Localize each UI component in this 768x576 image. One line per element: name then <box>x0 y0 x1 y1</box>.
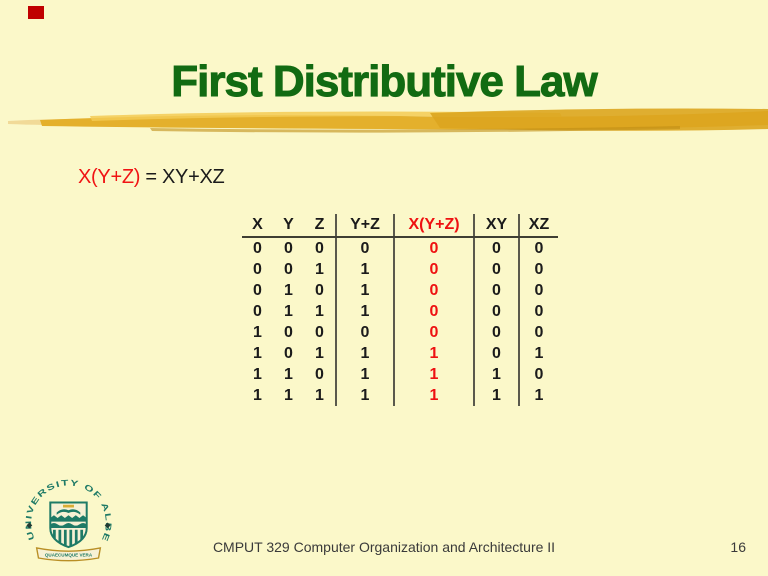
table-cell: 1 <box>335 301 394 322</box>
table-cell: 1 <box>335 343 394 364</box>
table-cell: 0 <box>315 240 324 257</box>
table-cell: 0 <box>473 237 519 259</box>
column-header: XY <box>473 214 519 238</box>
page-title: First Distributive Law <box>171 57 598 107</box>
table-cell: 0 <box>393 322 474 343</box>
formula-rhs: = XY+XZ <box>140 166 225 188</box>
table-cell: 0 <box>253 303 262 320</box>
table-cell: 0 <box>518 259 558 280</box>
table-cell: 1 <box>473 364 519 385</box>
footer-course-title: CMPUT 329 Computer Organization and Arch… <box>212 539 556 555</box>
formula-lhs: X(Y+Z) <box>78 166 141 188</box>
table-cell: 0 <box>518 364 558 385</box>
table-cell: 1 <box>253 345 262 362</box>
table-cell: 0 <box>315 324 324 341</box>
table-cell: 1 <box>393 385 474 406</box>
logo-wave-band <box>50 522 87 528</box>
table-header-row: X Y Z Y+Z X(Y+Z) XY XZ <box>242 214 558 238</box>
table-cell: 1 <box>335 280 394 301</box>
table-cell: 0 <box>473 259 519 280</box>
logo-diamond-left <box>26 522 33 529</box>
table-cell: 0 <box>473 343 519 364</box>
table-cell: 0 <box>335 322 394 343</box>
table-cell: 0 <box>284 261 293 278</box>
table-cell: 0 <box>518 301 558 322</box>
table-cell: 1 <box>335 259 394 280</box>
table-cell: 0 <box>518 322 558 343</box>
table-cell: 0 <box>393 280 474 301</box>
table-cell: 1 <box>315 345 324 362</box>
column-header: X <box>242 214 273 238</box>
table-cell: 0 <box>473 322 519 343</box>
table-cell: 0 <box>253 282 262 299</box>
law-formula: X(Y+Z) = XY+XZ <box>78 166 225 189</box>
table-cell: 1 <box>393 343 474 364</box>
table-cell: 1 <box>335 385 394 406</box>
table-cell: 1 <box>518 385 558 406</box>
logo-diamond-right <box>104 522 111 529</box>
table-cell: 0 <box>393 259 474 280</box>
table-cell: 0 <box>518 280 558 301</box>
brush-stroke-underline <box>8 108 768 133</box>
table-cell: 0 <box>253 240 262 257</box>
table-cell: 1 <box>284 366 293 383</box>
table-cell: 0 <box>518 237 558 259</box>
table-cell: 0 <box>393 237 474 259</box>
table-cell: 0 <box>315 282 324 299</box>
column-header: XZ <box>518 214 558 238</box>
column-header: Y <box>273 214 304 238</box>
table-cell: 1 <box>393 364 474 385</box>
column-header: X(Y+Z) <box>393 214 474 238</box>
table-cell: 1 <box>284 303 293 320</box>
table-cell: 0 <box>315 366 324 383</box>
logo-open-book-icon <box>56 509 81 515</box>
column-header: Z <box>304 214 336 238</box>
table-cell: 1 <box>315 387 324 404</box>
logo-motto-banner <box>35 547 102 562</box>
table-cell: 0 <box>284 324 293 341</box>
table-cell: 0 <box>473 280 519 301</box>
logo-book-spine <box>63 504 74 508</box>
table-cell: 0 <box>253 261 262 278</box>
table-cell: 0 <box>284 345 293 362</box>
logo-wheat-stripes <box>53 529 84 548</box>
table-cell: 0 <box>473 301 519 322</box>
university-logo: UNIVERSITY OF ALBERTA QUAECUMQUE VERA <box>23 477 112 562</box>
table-cell: 1 <box>253 324 262 341</box>
table-cell: 1 <box>315 261 324 278</box>
slide-bullet-square <box>28 6 44 19</box>
table-cell: 1 <box>518 343 558 364</box>
table-cell: 1 <box>253 366 262 383</box>
table-cell: 1 <box>315 303 324 320</box>
logo-mountain-band <box>50 515 87 522</box>
table-cell: 1 <box>335 364 394 385</box>
table-cell: 1 <box>253 387 262 404</box>
page-number: 16 <box>730 539 746 555</box>
table-cell: 1 <box>284 282 293 299</box>
column-header: Y+Z <box>335 214 394 238</box>
table-cell: 0 <box>284 240 293 257</box>
truth-table-header: X Y Z Y+Z X(Y+Z) XY XZ <box>242 214 558 238</box>
table-cell: 1 <box>284 387 293 404</box>
logo-motto: QUAECUMQUE VERA <box>45 553 93 558</box>
table-cell: 1 <box>473 385 519 406</box>
table-cell: 0 <box>335 237 394 259</box>
table-cell: 0 <box>393 301 474 322</box>
